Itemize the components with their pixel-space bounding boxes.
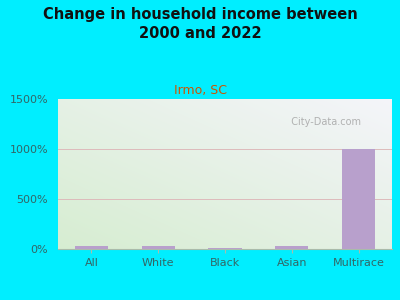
Bar — [75, 246, 108, 249]
Text: City-Data.com: City-Data.com — [285, 117, 361, 127]
Bar — [275, 246, 308, 249]
Bar — [142, 246, 175, 249]
Text: Change in household income between
2000 and 2022: Change in household income between 2000 … — [43, 8, 357, 41]
Bar — [342, 149, 375, 249]
Text: Irmo, SC: Irmo, SC — [174, 84, 226, 97]
Bar — [208, 248, 242, 249]
